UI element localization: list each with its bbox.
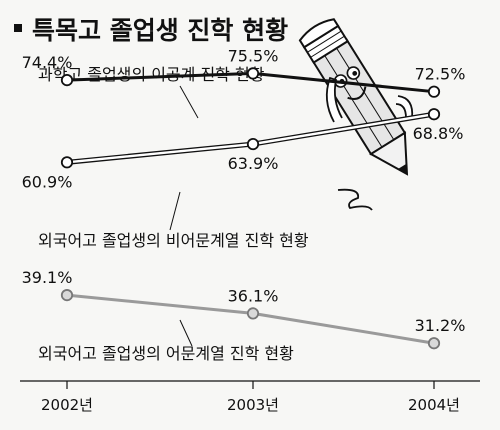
series-layer: 74.4% 75.5% 72.5% 60.9% 63.9% 68.8% 39.1% 36.1%… xyxy=(22,46,466,350)
series-0-data-label-2: 72.5% xyxy=(415,65,466,84)
x-tick-label-1: 2003년 xyxy=(227,396,279,414)
series-2-data-label-1: 36.1% xyxy=(228,286,279,305)
pencil-mascot-illustration xyxy=(298,18,414,211)
series-1-point-1 xyxy=(246,137,260,151)
title-bullet xyxy=(14,24,22,32)
series-0-data-label-0: 74.4% xyxy=(22,53,73,72)
series-1-point-0 xyxy=(60,156,74,169)
series-0-point-2 xyxy=(427,85,441,98)
series-1-data-label-0: 60.9% xyxy=(22,172,73,191)
series-1-data-label-2: 68.8% xyxy=(413,124,464,143)
series-0-data-label-1: 75.5% xyxy=(228,46,279,65)
series-label-foreign-lang: 외국어고 졸업생의 어문계열 진학 현황 xyxy=(38,344,294,363)
x-axis-ticks: 2002년 2003년 2004년 xyxy=(41,381,460,414)
label-leaders xyxy=(169,85,199,347)
series-2-point-1 xyxy=(246,307,260,320)
series-label-foreign-nonlang: 외국어고 졸업생의 비어문계열 진학 현황 xyxy=(38,231,309,250)
series-2-data-label-0: 39.1% xyxy=(22,268,73,287)
series-1-point-2 xyxy=(427,108,441,121)
x-tick-label-2: 2004년 xyxy=(408,396,460,414)
x-tick-label-0: 2002년 xyxy=(41,396,93,414)
series-0-point-0 xyxy=(60,74,74,87)
series-0-point-1 xyxy=(246,67,260,80)
series-2-point-2 xyxy=(427,337,441,350)
series-2-point-0 xyxy=(60,289,74,302)
chart-title: 특목고 졸업생 진학 현황 xyxy=(32,16,288,45)
series-1-data-label-1: 63.9% xyxy=(228,154,279,173)
series-2-data-label-2: 31.2% xyxy=(415,316,466,335)
